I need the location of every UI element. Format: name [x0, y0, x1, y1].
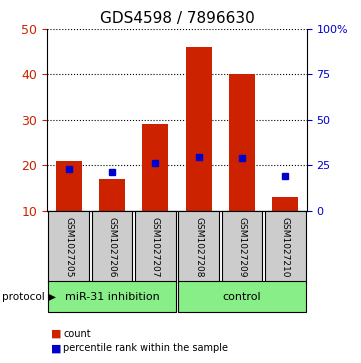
Bar	[56, 160, 82, 211]
Text: count: count	[63, 329, 91, 339]
Text: miR-31 inhibition: miR-31 inhibition	[65, 292, 159, 302]
Bar	[92, 211, 132, 283]
Text: GSM1027208: GSM1027208	[194, 217, 203, 277]
Bar	[135, 211, 175, 283]
Text: protocol ▶: protocol ▶	[2, 291, 56, 302]
Bar	[272, 197, 298, 211]
Bar	[186, 47, 212, 211]
Bar	[229, 74, 255, 211]
Bar	[222, 211, 262, 283]
Text: GSM1027210: GSM1027210	[281, 217, 290, 277]
Bar	[265, 211, 305, 283]
Bar	[178, 211, 219, 283]
Title: GDS4598 / 7896630: GDS4598 / 7896630	[100, 12, 254, 26]
Text: GSM1027207: GSM1027207	[151, 217, 160, 277]
Text: percentile rank within the sample: percentile rank within the sample	[63, 343, 228, 354]
Text: ■: ■	[51, 329, 61, 339]
Bar	[99, 179, 125, 211]
Text: GSM1027209: GSM1027209	[238, 217, 246, 277]
Text: ■: ■	[51, 343, 61, 354]
Text: GSM1027206: GSM1027206	[108, 217, 116, 277]
Bar	[178, 281, 305, 312]
Bar	[142, 124, 168, 211]
Text: control: control	[223, 292, 261, 302]
Bar	[48, 281, 175, 312]
Bar	[48, 211, 89, 283]
Text: GSM1027205: GSM1027205	[64, 217, 73, 277]
